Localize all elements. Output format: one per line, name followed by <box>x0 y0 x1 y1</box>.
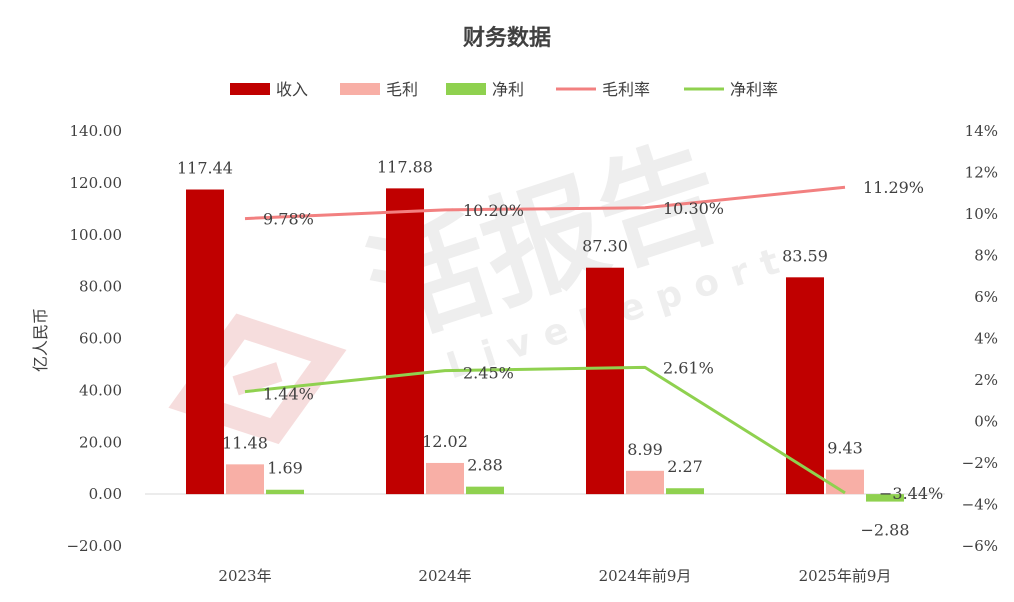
net-margin-line <box>244 365 846 495</box>
gross-margin-line <box>244 185 846 221</box>
net-profit-label: 1.69 <box>267 459 303 478</box>
watermark: 活报告 LiveReport <box>168 121 797 445</box>
gross-profit-bar <box>426 462 464 495</box>
legend: 收入 毛利 净利 毛利率 净利率 <box>230 80 778 99</box>
revenue-label: 83.59 <box>782 246 828 265</box>
revenue-bar <box>386 188 424 495</box>
gross-profit-bar <box>626 470 664 495</box>
right-tick-label: 6% <box>974 288 998 306</box>
legend-label-net-margin: 净利率 <box>730 80 778 99</box>
data-labels: 117.44 117.88 87.30 83.59 11.48 12.02 8.99 9.43… <box>177 157 943 539</box>
net-profit-bar <box>666 488 704 495</box>
right-tick-label: 2% <box>974 371 998 389</box>
left-tick-label: 140.00 <box>70 122 123 140</box>
left-axis-ticks: 140.00 120.00 100.00 80.00 60.00 40.00 20.00 0.… <box>66 122 122 555</box>
revenue-label: 87.30 <box>582 237 628 256</box>
gross-margin-label: 10.20% <box>463 201 524 220</box>
left-tick-label: 60.00 <box>79 330 122 348</box>
right-axis-ticks: 14% 12% 10% 8% 6% 4% 2% 0% −2% −4% −6% <box>962 122 998 555</box>
net-profit-bar <box>466 486 504 495</box>
left-tick-label: 80.00 <box>79 278 122 296</box>
revenue-label: 117.88 <box>377 157 433 176</box>
gross-profit-bar <box>226 464 264 495</box>
right-tick-label: 12% <box>965 164 998 182</box>
revenue-label: 117.44 <box>177 159 233 178</box>
right-tick-label: 8% <box>974 247 998 265</box>
left-tick-label: 0.00 <box>89 485 122 503</box>
right-tick-label: −2% <box>962 454 998 472</box>
right-tick-label: −6% <box>962 537 998 555</box>
net-margin-label: −3.44% <box>879 484 943 503</box>
right-tick-label: 0% <box>974 413 998 431</box>
net-profit-label: −2.88 <box>860 521 909 540</box>
net-profit-bar <box>866 494 904 502</box>
net-margin-label: 2.61% <box>663 358 714 377</box>
left-tick-label: 120.00 <box>70 174 123 192</box>
left-tick-label: −20.00 <box>66 537 122 555</box>
net-margin-label: 2.45% <box>463 364 514 383</box>
category-labels: 2023年 2024年 2024年前9月 2025年前9月 <box>218 567 891 585</box>
right-tick-label: −4% <box>962 496 998 514</box>
revenue-bar <box>586 267 624 495</box>
left-tick-label: 100.00 <box>70 226 123 244</box>
gross-margin-label: 11.29% <box>863 178 924 197</box>
category-label: 2024年 <box>418 567 471 585</box>
bars <box>186 188 904 502</box>
legend-swatch-revenue <box>230 83 270 95</box>
net-profit-label: 2.27 <box>667 457 703 476</box>
net-profit-label: 2.88 <box>467 456 503 475</box>
category-label: 2025年前9月 <box>799 567 892 585</box>
gross-profit-bar <box>826 469 864 495</box>
gross-profit-label: 12.02 <box>422 432 468 451</box>
y-axis-title: 亿人民币 <box>31 308 50 372</box>
legend-swatch-gross-profit <box>340 83 380 95</box>
gross-margin-label: 10.30% <box>663 199 724 218</box>
gross-profit-label: 8.99 <box>627 440 663 459</box>
gross-margin-label: 9.78% <box>263 210 314 229</box>
category-label: 2024年前9月 <box>599 567 692 585</box>
gross-profit-label: 11.48 <box>222 433 268 452</box>
gross-profit-label: 9.43 <box>827 439 863 458</box>
right-tick-label: 4% <box>974 330 998 348</box>
legend-label-net-profit: 净利 <box>492 80 524 99</box>
net-margin-label: 1.44% <box>263 385 314 404</box>
legend-swatch-net-profit <box>446 83 486 95</box>
left-tick-label: 40.00 <box>79 381 122 399</box>
legend-label-gross-profit: 毛利 <box>386 80 418 99</box>
revenue-bar <box>786 277 824 495</box>
legend-label-revenue: 收入 <box>276 80 308 99</box>
right-tick-label: 10% <box>965 205 998 223</box>
revenue-bar <box>186 189 224 495</box>
left-tick-label: 20.00 <box>79 433 122 451</box>
net-profit-bar <box>266 489 304 495</box>
legend-label-gross-margin: 毛利率 <box>602 80 650 99</box>
chart-title: 财务数据 <box>463 25 551 51</box>
lines <box>244 185 846 495</box>
category-label: 2023年 <box>218 567 271 585</box>
right-tick-label: 14% <box>965 122 998 140</box>
